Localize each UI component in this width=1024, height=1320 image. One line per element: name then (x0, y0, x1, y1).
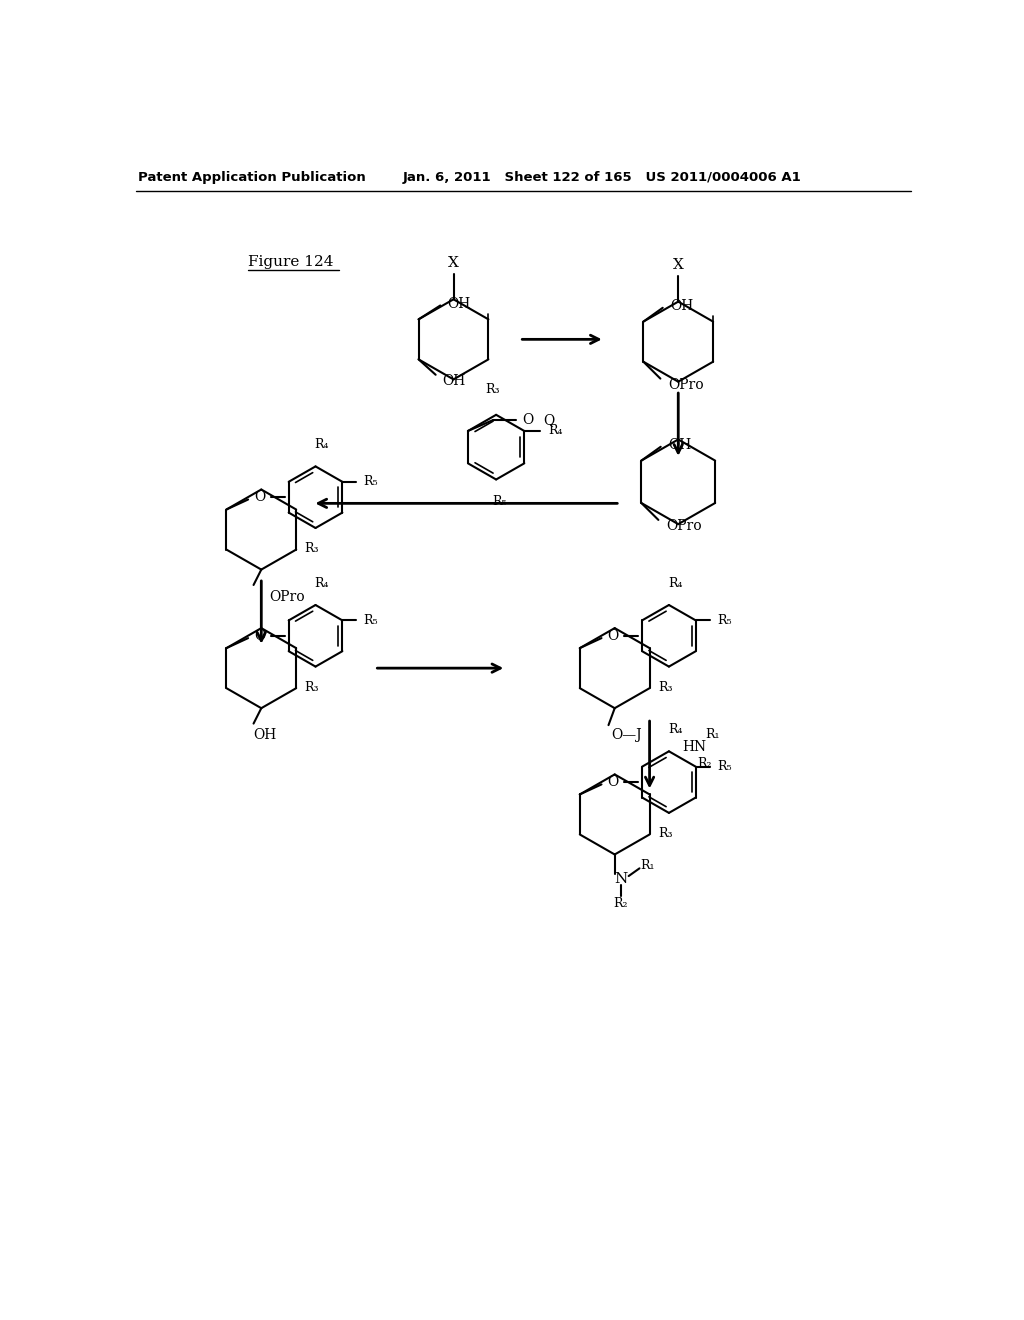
Text: R₄: R₄ (314, 577, 329, 590)
Text: OH: OH (254, 729, 276, 742)
Text: OH: OH (442, 374, 466, 388)
Text: R₅: R₅ (493, 495, 507, 508)
Text: X: X (673, 259, 684, 272)
Text: R₂: R₂ (697, 758, 712, 770)
Text: O: O (607, 628, 618, 643)
Text: R₁: R₁ (706, 727, 720, 741)
Text: R₃: R₃ (304, 543, 318, 556)
Text: R₅: R₅ (717, 760, 732, 774)
Text: OH: OH (447, 297, 470, 312)
Text: R₄: R₄ (314, 438, 329, 451)
Text: R₃: R₃ (657, 828, 673, 841)
Text: R₃: R₃ (304, 681, 318, 694)
Text: Figure 124: Figure 124 (248, 255, 334, 269)
Text: OH: OH (669, 438, 691, 453)
Text: X: X (449, 256, 459, 271)
Text: Jan. 6, 2011   Sheet 122 of 165   US 2011/0004006 A1: Jan. 6, 2011 Sheet 122 of 165 US 2011/00… (403, 172, 802, 185)
Text: O: O (522, 413, 534, 428)
Text: R₂: R₂ (613, 898, 628, 911)
Text: R₄: R₄ (668, 577, 682, 590)
Text: R₁: R₁ (640, 859, 654, 871)
Text: OPro: OPro (669, 378, 703, 392)
Text: O—J: O—J (611, 729, 642, 742)
Text: R₅: R₅ (364, 475, 378, 488)
Text: R₅: R₅ (717, 614, 732, 627)
Text: OPro: OPro (269, 590, 305, 603)
Text: N: N (614, 873, 628, 886)
Text: O: O (254, 490, 265, 504)
Text: R₃: R₃ (657, 681, 673, 694)
Text: Q: Q (544, 413, 555, 428)
Text: R₅: R₅ (364, 614, 378, 627)
Text: Patent Application Publication: Patent Application Publication (138, 172, 366, 185)
Text: R₃: R₃ (485, 383, 500, 396)
Text: O: O (254, 628, 265, 643)
Text: O: O (607, 775, 618, 789)
Text: HN: HN (682, 739, 707, 754)
Text: R₄: R₄ (548, 425, 562, 437)
Text: OH: OH (671, 300, 693, 313)
Text: R₄: R₄ (668, 723, 682, 737)
Text: OPro: OPro (667, 519, 701, 533)
